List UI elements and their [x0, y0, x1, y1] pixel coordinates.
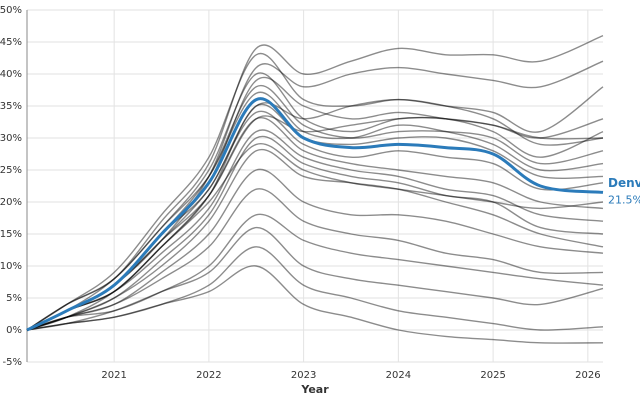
series-label: Denver [608, 176, 640, 190]
metro-line [26, 72, 604, 331]
metro-line [26, 246, 604, 331]
x-tick-label: 2024 [386, 370, 411, 381]
metro-line [26, 84, 604, 331]
metro-line [26, 91, 604, 331]
value-label: 21.5% [608, 193, 640, 206]
y-tick-label: 25% [0, 165, 22, 176]
metro-line [26, 213, 604, 331]
y-tick-label: 30% [0, 133, 22, 144]
x-tick-label: 2025 [480, 370, 505, 381]
x-tick-label: 2026 [575, 370, 600, 381]
y-tick-label: 45% [0, 37, 22, 48]
metro-line [26, 168, 604, 331]
x-tick-label: 2022 [196, 370, 221, 381]
y-tick-label: 35% [0, 101, 22, 112]
highlight-line [26, 97, 604, 332]
y-tick-label: -5% [3, 357, 22, 368]
y-tick-label: 20% [0, 197, 22, 208]
y-tick-label: 15% [0, 229, 22, 240]
y-tick-label: 10% [0, 261, 22, 272]
metro-line [26, 52, 604, 331]
x-tick-label: 2023 [291, 370, 316, 381]
metro-line [26, 116, 604, 331]
metro-line [26, 143, 604, 331]
y-tick-label: 40% [0, 69, 22, 80]
metro-line [26, 226, 604, 331]
y-tick-label: 5% [6, 293, 22, 304]
y-tick-label: 50% [0, 5, 22, 16]
metro-line [26, 265, 604, 344]
metro-line [26, 129, 604, 331]
y-tick-label: 0% [6, 325, 22, 336]
x-tick-label: 2021 [101, 370, 126, 381]
metro-line [26, 148, 604, 331]
metro-line [26, 34, 604, 331]
metro-line [26, 188, 604, 331]
metro-line [26, 135, 604, 331]
x-axis-title: Year [300, 383, 329, 396]
